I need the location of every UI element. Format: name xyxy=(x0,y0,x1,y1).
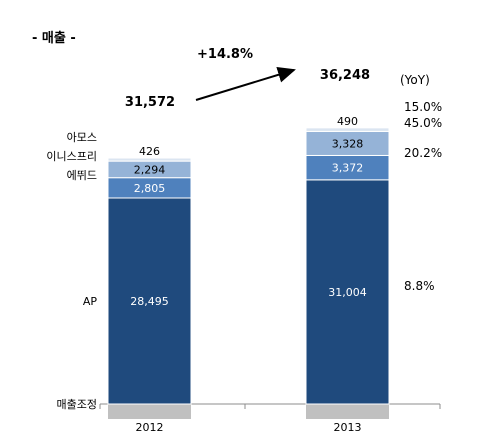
growth-arrow xyxy=(195,67,296,101)
data-label-ap-2012: 28,495 xyxy=(130,295,169,308)
data-label-ap-2013: 31,004 xyxy=(328,286,367,299)
legend-label-etude: 에뛰드 xyxy=(67,169,97,182)
data-label-amos-2013: 490 xyxy=(337,115,358,128)
data-label-etude-2013: 3,372 xyxy=(332,162,364,175)
bar-segment-innisfree-2013 xyxy=(305,130,390,156)
chart-title: - 매출 - xyxy=(32,30,76,46)
yoy-label-etude: 20.2% xyxy=(404,146,442,160)
legend-label-ap: AP xyxy=(83,295,98,308)
yoy-label-innisfree: 45.0% xyxy=(404,116,442,130)
stacked-bars: 28,495 2,805 2,294 426 31,004 3,372 3,328 490 xyxy=(107,115,390,405)
data-label-amos-2012: 426 xyxy=(139,145,160,158)
legend-label-adjustment: 매출조정 xyxy=(57,398,97,411)
data-label-innisfree-2013: 3,328 xyxy=(332,137,364,150)
bar-segment-etude-2013 xyxy=(305,154,390,181)
total-label-2013: 36,248 xyxy=(320,68,370,83)
total-label-2012: 31,572 xyxy=(125,95,175,110)
data-label-etude-2012: 2,805 xyxy=(134,182,166,195)
x-tick-label-2013: 2013 xyxy=(334,421,362,434)
bar-segment-adjustment-2013 xyxy=(306,404,389,419)
bar-segment-adjustment-2012 xyxy=(108,404,191,419)
bar-segment-ap-2012 xyxy=(107,197,192,405)
yoy-header: (YoY) xyxy=(400,73,430,87)
growth-label: +14.8% xyxy=(197,47,253,62)
bar-segment-ap-2013 xyxy=(305,179,390,405)
yoy-label-ap: 8.8% xyxy=(404,279,435,293)
bar-segment-amos-2013 xyxy=(305,127,390,132)
data-label-innisfree-2012: 2,294 xyxy=(134,163,166,176)
yoy-label-amos: 15.0% xyxy=(404,100,442,114)
bar-segment-amos-2012 xyxy=(107,157,192,162)
legend-label-innisfree: 이니스프리 xyxy=(46,150,97,163)
x-tick-label-2012: 2012 xyxy=(136,421,164,434)
legend-label-amos: 아모스 xyxy=(67,131,97,144)
